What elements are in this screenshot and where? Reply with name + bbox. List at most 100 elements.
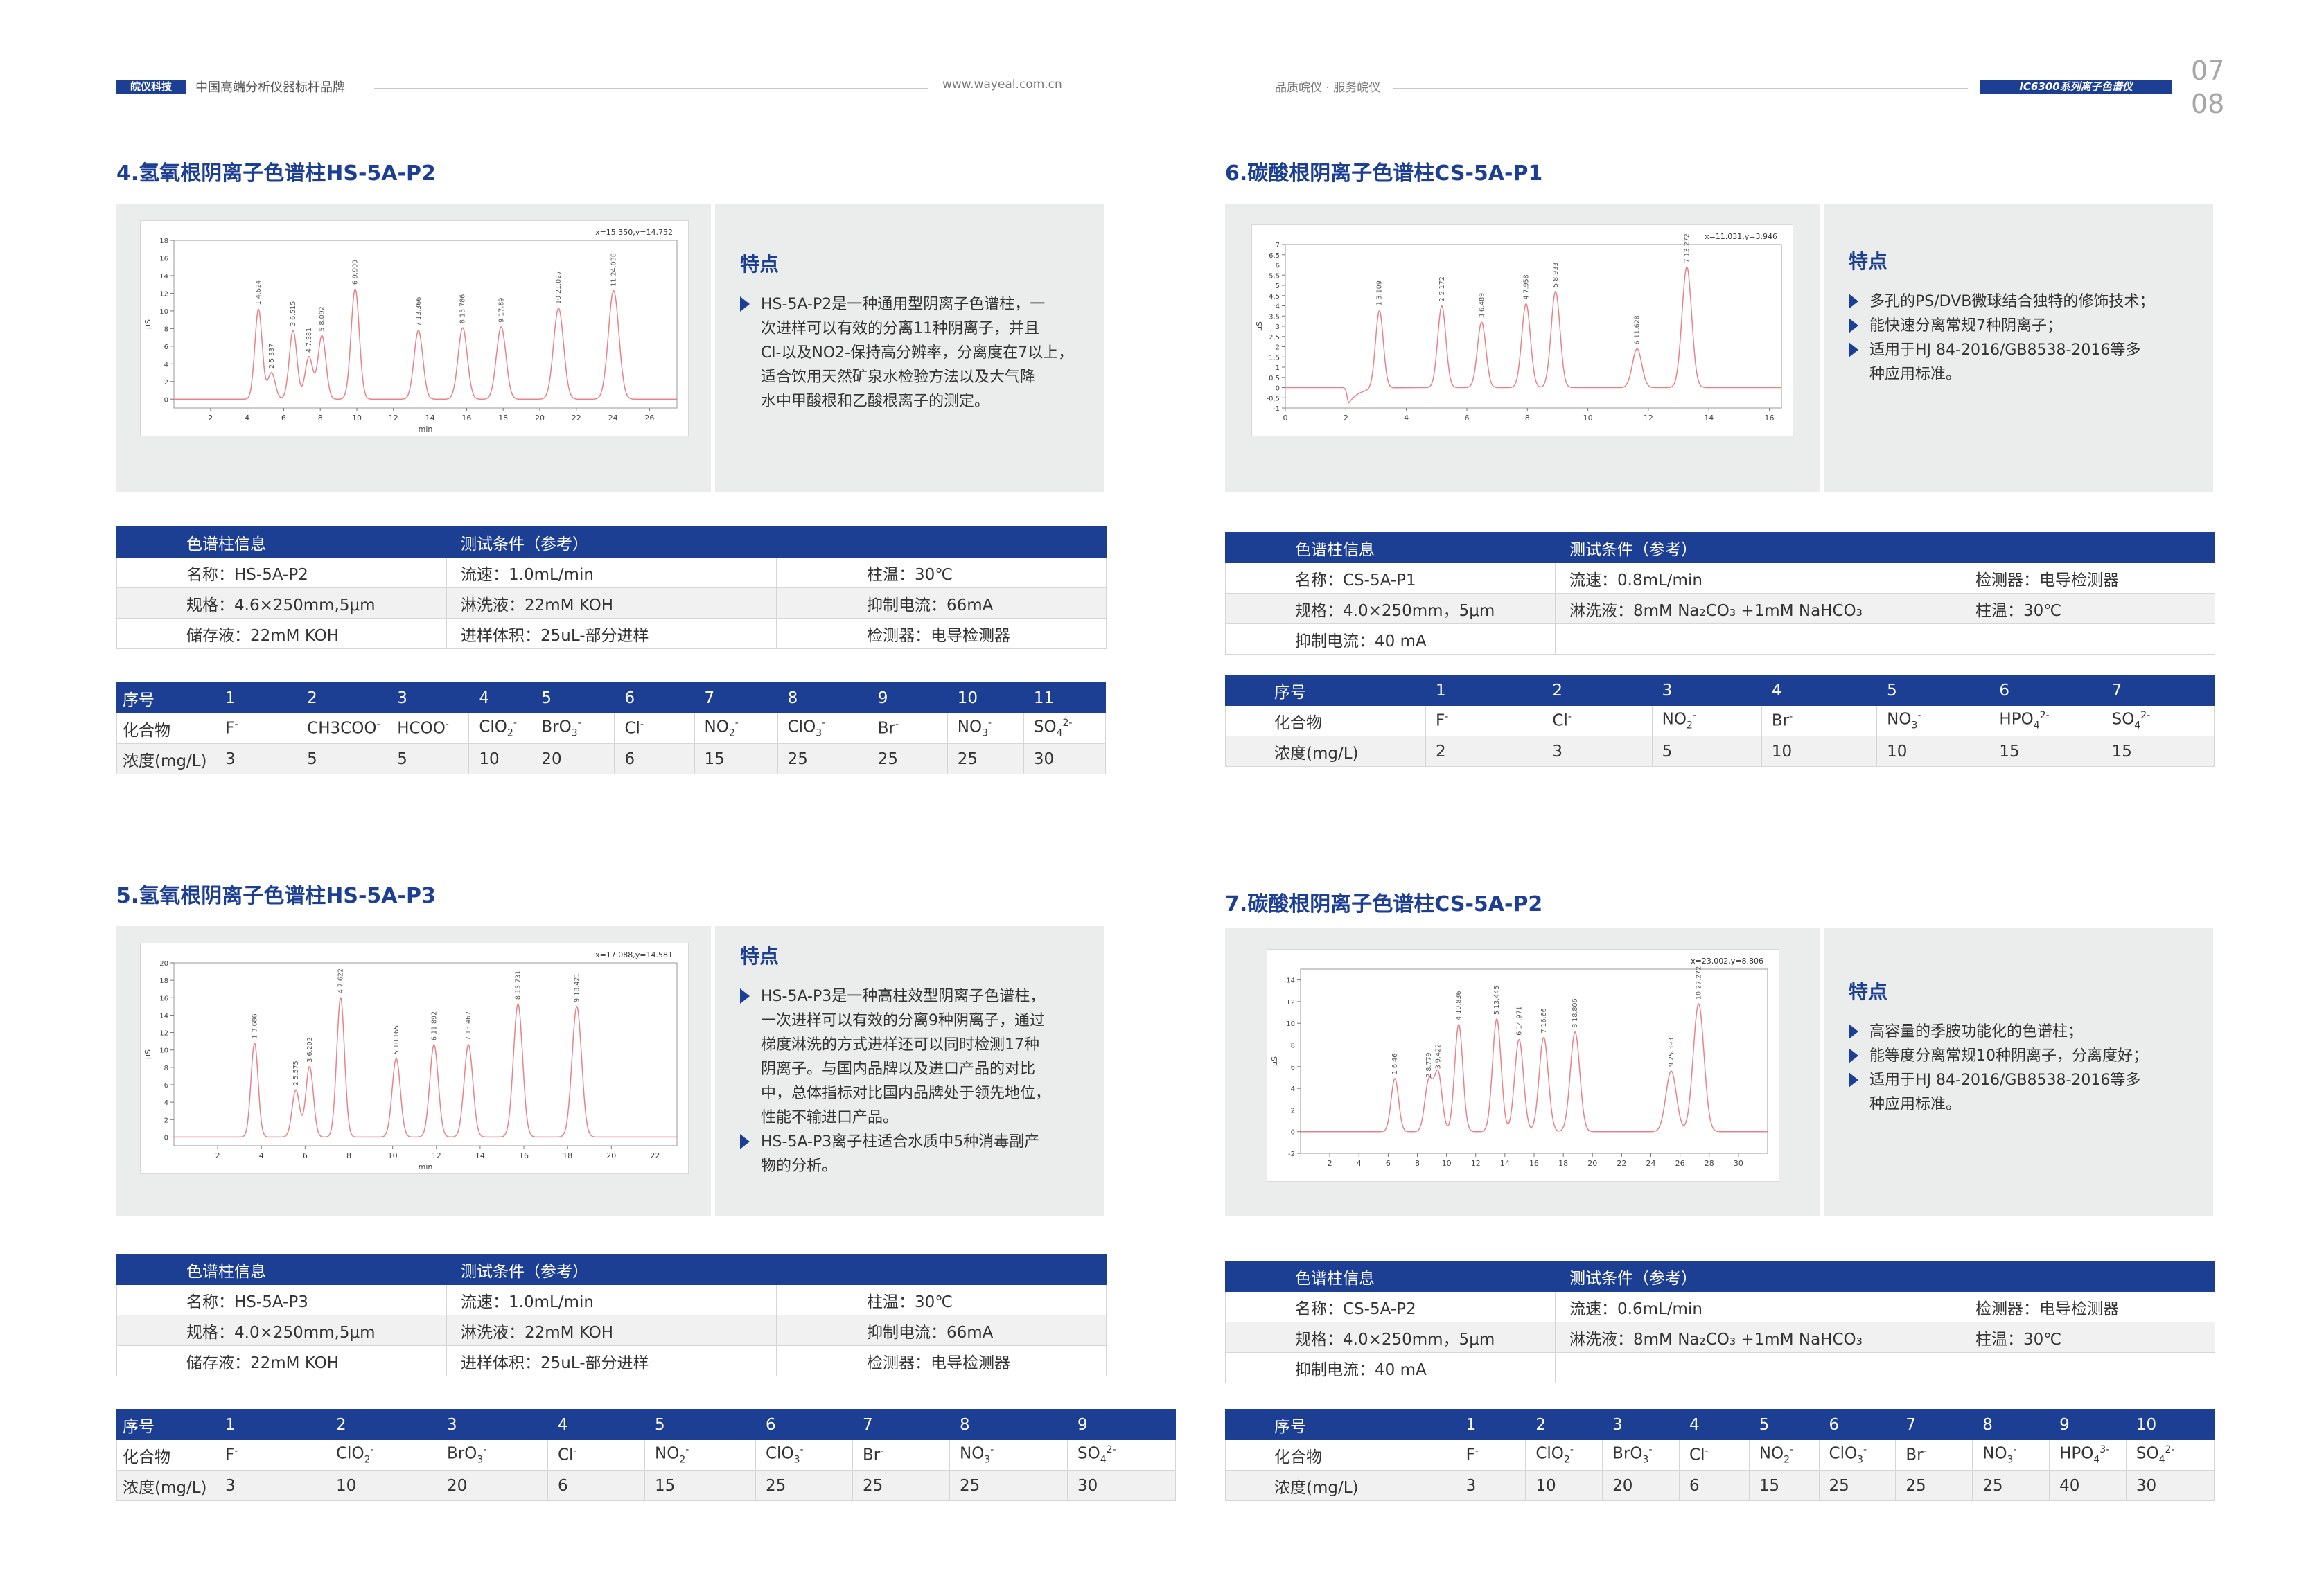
peak-label: 9 18.421 [573, 973, 581, 1002]
x-tick-label: 16 [1529, 1159, 1539, 1168]
compound-formula: SO42- [1023, 713, 1107, 744]
x-tick-label: 10 [1442, 1159, 1452, 1168]
x-tick-label: 10 [388, 1151, 398, 1160]
x-tick-label: 18 [563, 1151, 572, 1160]
peak-label: 2 5.172 [1438, 276, 1446, 301]
formula-charge: - [1705, 1446, 1709, 1457]
y-tick-label: 12 [1286, 999, 1295, 1007]
peak-label: 3 6.202 [306, 1037, 314, 1062]
formula-subscript: 3 [1911, 720, 1918, 732]
formula-base: BrO [541, 718, 572, 737]
formula-charge: - [376, 719, 380, 731]
formula-base: SO [1033, 718, 1057, 737]
table-row: 名称：HS-5A-P3 流速：1.0mL/min 柱温：30℃ [116, 1284, 1107, 1315]
feature-item: 能快速分离常规7种阴离子； [1849, 314, 2209, 338]
peak-label: 10 27.272 [1695, 966, 1702, 1000]
x-tick-label: 20 [535, 414, 545, 423]
row-label: 化合物 [116, 713, 216, 744]
peak-label: 6 11.892 [430, 1011, 438, 1040]
x-tick-label: 30 [1734, 1159, 1743, 1168]
x-tick-label: 14 [1704, 414, 1714, 423]
y-tick-label: 5.5 [1269, 272, 1280, 280]
table-cell: 名称：HS-5A-P2 [116, 557, 447, 588]
panel-divider [1820, 928, 1824, 1216]
formula-charge: - [1648, 1444, 1653, 1456]
compound-concentration: 25 [1895, 1470, 1973, 1501]
feature-item: HS-5A-P2是一种通用型阴离子色谱柱，一 次进样可以有效的分离11种阴离子，… [740, 292, 1100, 414]
arrow-bullet-icon [1849, 318, 1864, 333]
chromatogram-panel: 0 2 4 6 8 10 12 14 16 18 2 4 6 8 10 12 14 16 18 20 22 24 26 min… [116, 204, 1104, 492]
header-cell: 色谱柱信息 [1225, 1261, 1556, 1292]
x-tick-label: 4 [259, 1151, 264, 1160]
table-cell: 淋洗液：8mM Na₂CO₃ +1mM NaHCO₃ [1555, 593, 1885, 624]
compound-concentration: 15 [2101, 736, 2215, 767]
chromatogram-trace [1285, 266, 1781, 404]
compound-number: 5 [531, 682, 615, 713]
table-cell: 流速：0.6mL/min [1555, 1291, 1885, 1322]
table-row: 化合物 F- ClO2- BrO3- Cl- NO2- ClO3- Br- NO3- HPO43-… [1225, 1439, 2215, 1471]
formula-charge: - [990, 1444, 994, 1456]
compound-formula: CH3COO- [297, 713, 388, 744]
compound-formula: ClO2- [1525, 1439, 1603, 1471]
header-cell: 测试条件（参考） [446, 1254, 1107, 1285]
cursor-readout: x=11.031,y=3.946 [1705, 232, 1777, 241]
x-tick-label: 16 [1765, 414, 1775, 423]
formula-charge: - [1445, 711, 1449, 723]
peak-label: 6 11.628 [1634, 315, 1641, 344]
row-label: 浓度(mg/L) [116, 743, 216, 774]
compound-formula: SO42- [2125, 1439, 2215, 1471]
formula-base: HPO [1999, 711, 2034, 729]
feature-text: 高容量的季胺功能化的色谱柱； [1869, 1023, 2084, 1040]
peak-label: 11 24.038 [610, 253, 618, 286]
feature-text: 多孔的PS/DVB微球结合独特的修饰技术； [1869, 293, 2155, 310]
y-tick-label: 2 [1276, 344, 1280, 352]
y-axis-label: μS [1270, 1056, 1279, 1066]
features-heading: 特点 [740, 945, 780, 968]
y-tick-label: 3 [1276, 323, 1280, 331]
features-block: 特点 HS-5A-P3是一种高柱效型阴离子色谱柱， 一次进样可以有效的分离9种阴离… [740, 941, 1100, 1178]
x-tick-label: 2 [1328, 1159, 1332, 1168]
compound-number: 4 [468, 682, 532, 713]
x-tick-label: 4 [1357, 1159, 1362, 1168]
x-tick-label: 16 [519, 1151, 529, 1160]
peak-label: 10 21.027 [555, 271, 563, 304]
table-row: 抑制电流：40 mA [1225, 1352, 2215, 1383]
compound-number: 5 [1876, 675, 1990, 706]
formula-subscript: 2 [1784, 1454, 1790, 1466]
formula-charge: - [1474, 1446, 1479, 1457]
formula-base: HPO [2059, 1445, 2094, 1464]
compound-formula: ClO2- [326, 1439, 437, 1471]
formula-base: NO [1887, 711, 1912, 729]
table-cell: 柱温：30℃ [1885, 593, 2215, 624]
compound-formula: SO42- [2101, 705, 2215, 736]
x-tick-label: 12 [1471, 1159, 1481, 1168]
x-axis-label: min [419, 425, 433, 434]
formula-charge: 2- [1062, 718, 1073, 729]
website-url: www.wayeal.com.cn [942, 78, 1062, 91]
formula-charge: - [513, 718, 517, 729]
formula-charge: - [2013, 1444, 2017, 1456]
x-tick-label: 24 [608, 414, 618, 423]
formula-charge: - [800, 1444, 804, 1456]
compound-formula: NO2- [694, 713, 778, 744]
table-row: 名称：CS-5A-P1 流速：0.8mL/min 检测器：电导检测器 [1225, 562, 2215, 594]
compound-number: 7 [852, 1409, 950, 1440]
table-cell: 柱温：30℃ [776, 557, 1107, 588]
formula-subscript: 3 [571, 727, 578, 739]
x-tick-label: 16 [461, 414, 471, 423]
peak-label: 1 4.624 [255, 280, 263, 305]
formula-base: NO [957, 718, 983, 737]
formula-base: CH3COO [307, 719, 377, 738]
compound-formula: F- [1455, 1439, 1526, 1471]
chromatogram-panel: 0 2 4 6 8 10 12 14 16 18 20 2 4 6 8 10 12 14 16 18 20 22 min μS… [116, 926, 1104, 1216]
table-row: 规格：4.0×250mm，5μm 淋洗液：8mM Na₂CO₃ +1mM NaHC… [1225, 1322, 2215, 1353]
peak-label: 7 13.272 [1683, 233, 1691, 263]
table-row: 规格：4.0×250mm,5μm 淋洗液：22mM KOH 抑制电流：66mA [116, 1315, 1107, 1346]
compound-concentration: 25 [755, 1470, 853, 1501]
compound-number: 1 [1455, 1409, 1526, 1440]
y-tick-label: 14 [159, 273, 168, 281]
table-row: 规格：4.0×250mm，5μm 淋洗液：8mM Na₂CO₃ +1mM NaHC… [1225, 593, 2215, 624]
compound-concentration: 6 [614, 743, 695, 774]
y-tick-label: -1 [1273, 405, 1280, 413]
peak-label: 6 14.971 [1515, 1006, 1523, 1035]
